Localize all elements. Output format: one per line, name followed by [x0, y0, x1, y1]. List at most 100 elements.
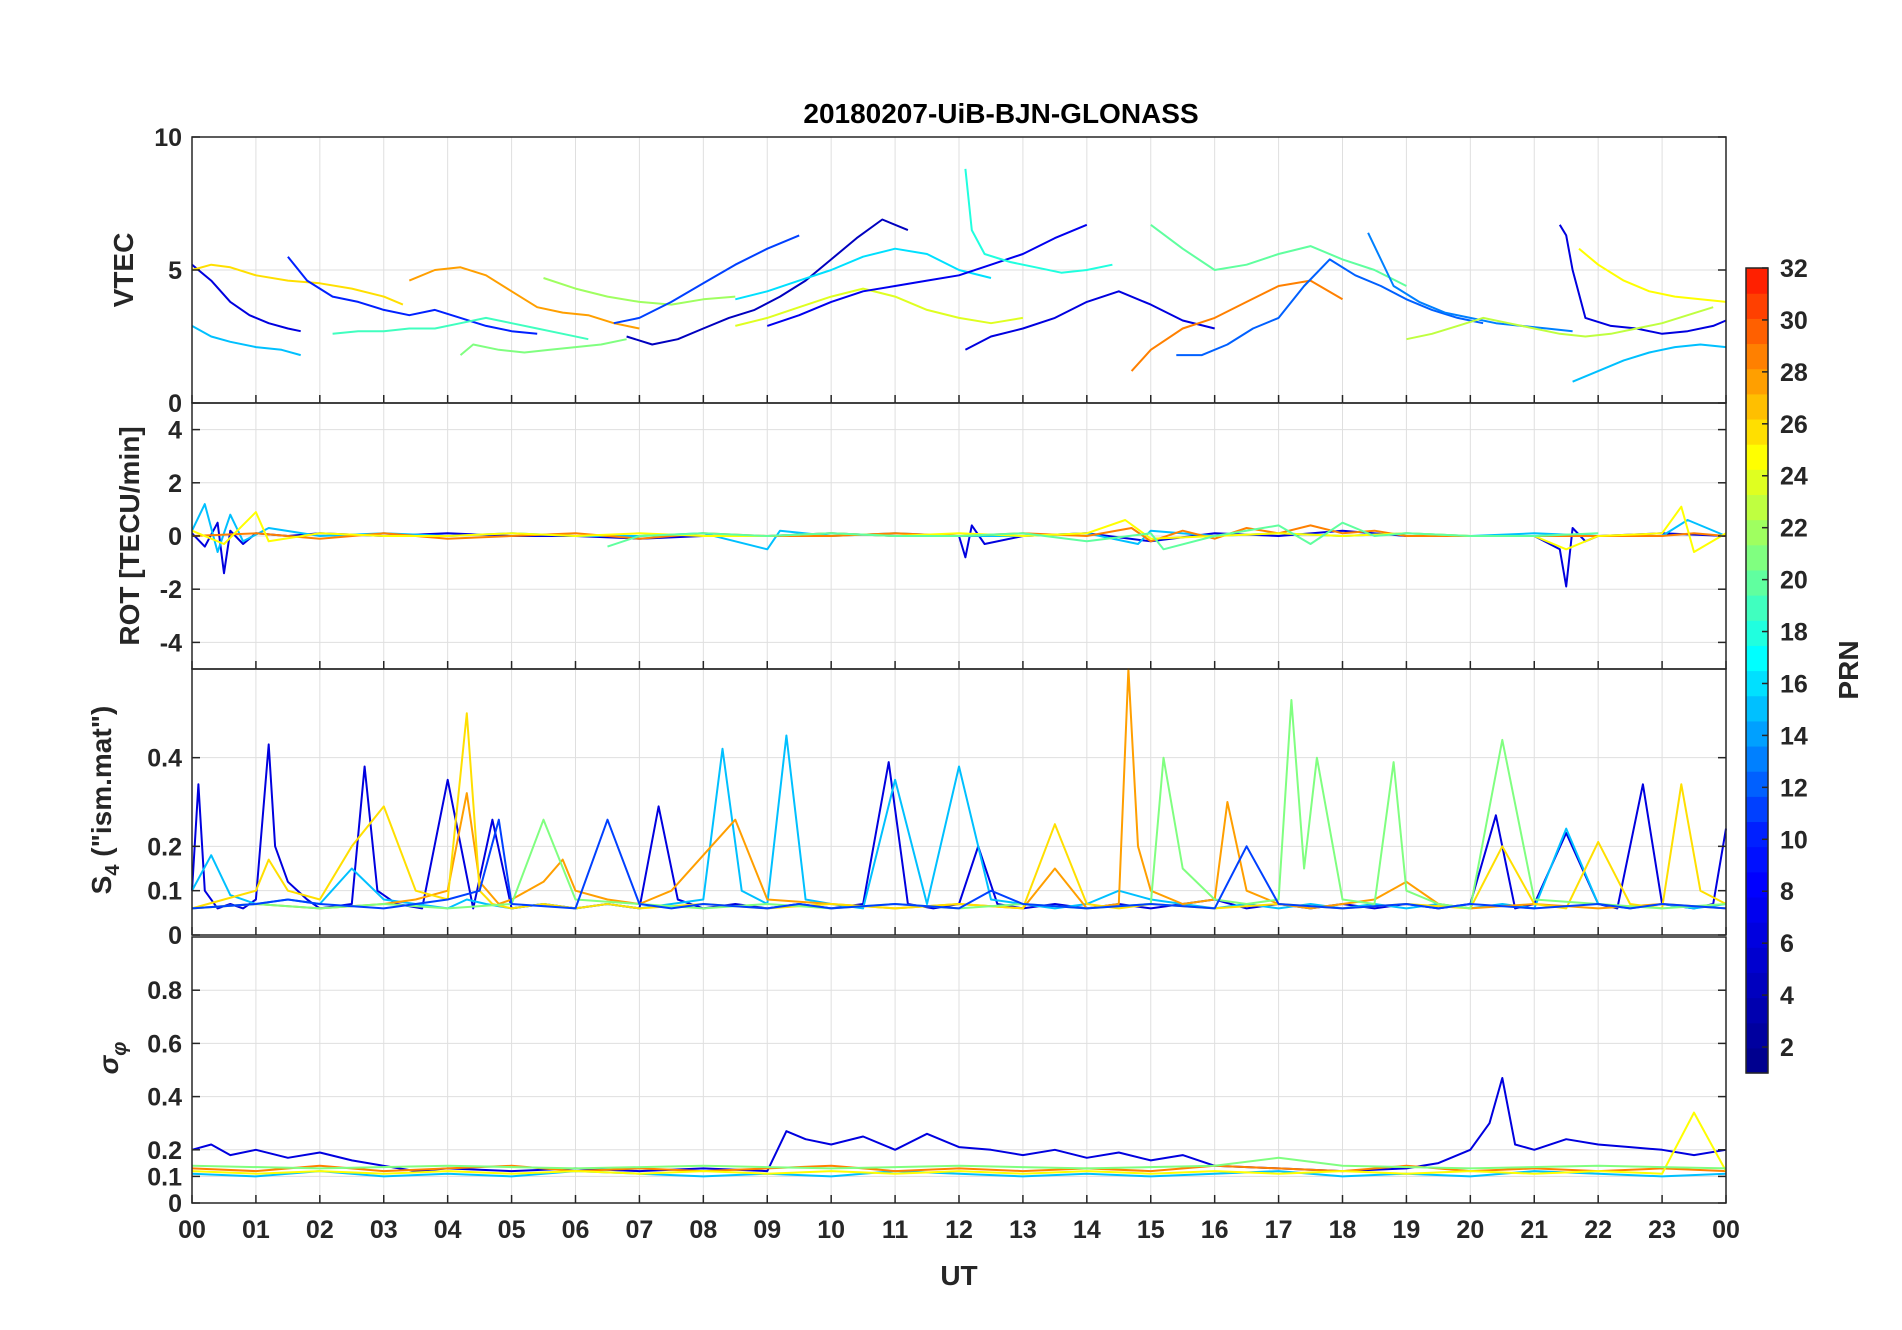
vtec-ylabel: VTEC [108, 233, 139, 308]
colorbar-segment [1746, 418, 1768, 445]
colorbar-tick-label: 20 [1780, 567, 1808, 595]
x-tick-label: 09 [753, 1216, 781, 1244]
sigma-phi-y-tick-label: 0.6 [147, 1030, 182, 1058]
rot-y-tick-label: -2 [160, 576, 182, 604]
colorbar-segment [1746, 368, 1768, 395]
colorbar-segment [1746, 997, 1768, 1024]
vtec-series-line [543, 277, 736, 306]
sigma-phi-ylabel-main: σ [93, 1054, 124, 1074]
colorbar-tick-label: 26 [1780, 411, 1808, 439]
colorbar-segment [1746, 896, 1768, 923]
colorbar-tick-label: 14 [1780, 722, 1808, 750]
s4-series-line [191, 818, 1727, 910]
x-tick-label: 08 [689, 1216, 717, 1244]
rot-series-line [191, 505, 1727, 553]
rot-y-tick-label: 0 [168, 523, 182, 551]
sigma-phi-series-line [191, 1170, 1727, 1178]
vtec-series-line [191, 325, 301, 357]
colorbar-segments [1746, 268, 1768, 1074]
sigma-phi-y-ticks: 00.10.2 0.4 0.6 0.8 [147, 977, 1727, 1218]
x-tick-label: 14 [1073, 1216, 1101, 1244]
colorbar-tick-label: 24 [1780, 463, 1808, 491]
x-tick-label: 00 [1712, 1216, 1740, 1244]
colorbar-tick-label: 22 [1780, 515, 1808, 543]
x-tick-label: 22 [1584, 1216, 1612, 1244]
vtec-series-line [1558, 224, 1727, 335]
s4-series-line [191, 699, 1727, 910]
colorbar-tick-label: 12 [1780, 774, 1808, 802]
colorbar-segment [1746, 695, 1768, 722]
s4-y-tick-label: 0.2 [147, 833, 182, 861]
colorbar-segment [1746, 846, 1768, 873]
vtec-series-line [735, 287, 1024, 327]
vtec-series-line [332, 316, 589, 341]
s4-panel: 0 0.1 0.2 0.4 S4 ("ism.mat") [86, 668, 1727, 950]
x-tick-label: 01 [242, 1216, 270, 1244]
x-tick-label: 07 [626, 1216, 654, 1244]
s4-ylabel-rest: ("ism.mat") [86, 706, 117, 865]
colorbar-tick-label: 6 [1780, 930, 1794, 958]
vtec-series-line [459, 338, 627, 356]
colorbar-segment [1746, 1022, 1768, 1049]
sigma-phi-y-tick-label: 0.1 [147, 1163, 182, 1191]
x-tick-label: 04 [434, 1216, 462, 1244]
x-tick-label: 00 [178, 1216, 206, 1244]
x-tick-label: 02 [306, 1216, 334, 1244]
vtec-series-line [1406, 306, 1714, 341]
rot-grid [192, 403, 1726, 669]
colorbar-segment [1746, 544, 1768, 571]
x-axis-label: UT [940, 1260, 977, 1291]
colorbar-segment [1746, 569, 1768, 596]
vtec-y-tick-label: 0 [168, 390, 182, 418]
sigma-phi-series-line [191, 1111, 1727, 1175]
colorbar-segment [1746, 494, 1768, 521]
colorbar-segment [1746, 720, 1768, 747]
s4-ylabel-sub: 4 [102, 864, 124, 876]
colorbar-label: PRN [1833, 640, 1864, 699]
x-tick-label: 17 [1265, 1216, 1293, 1244]
x-tick-label: 10 [817, 1216, 845, 1244]
x-tick-label: 05 [498, 1216, 526, 1244]
colorbar-segment [1746, 1047, 1768, 1074]
vtec-series-line [1572, 343, 1727, 383]
colorbar-segment [1746, 318, 1768, 345]
sigma-phi-y-tick-label: 0.8 [147, 977, 182, 1005]
vtec-series-line [1578, 247, 1727, 303]
vtec-series-line [964, 168, 1113, 274]
colorbar-segment [1746, 771, 1768, 797]
rot-y-tick-label: 4 [168, 417, 182, 445]
vtec-panel: 0 5 10 VTEC [108, 124, 1727, 418]
rot-y-tick-label: 2 [168, 470, 182, 498]
s4-y-tick-label: 0.1 [147, 878, 182, 906]
sigma-phi-y-tick-label: 0.4 [147, 1084, 182, 1112]
rot-ylabel: ROT [TECU/min] [114, 426, 145, 645]
colorbar-tick-label: 32 [1780, 255, 1808, 283]
sigma-phi-ylabel-sub: φ [109, 1042, 131, 1056]
vtec-series-line [1367, 232, 1573, 333]
sigma-phi-axes-frame [191, 936, 1727, 1204]
x-tick-label: 16 [1201, 1216, 1229, 1244]
s4-y-tick-label: 0 [168, 922, 182, 950]
x-tick-labels: 00 01 02 03 04 05 06 07 08 09 10 11 12 13 14 15 16 17 18 19… [178, 1216, 1740, 1244]
colorbar-segment [1746, 821, 1768, 848]
vtec-series-line [766, 223, 1088, 327]
vtec-series-line [964, 290, 1215, 351]
sigma-phi-series [191, 1077, 1727, 1178]
colorbar-segment [1746, 871, 1768, 898]
s4-ylabel: S4 ("ism.mat") [86, 706, 124, 895]
x-tick-label: 06 [562, 1216, 590, 1244]
sigma-phi-y-tick-label: 0 [168, 1190, 182, 1218]
colorbar-segment [1746, 922, 1768, 948]
colorbar-frame [1745, 267, 1769, 1074]
colorbar-segment [1746, 796, 1768, 823]
rot-series-line [607, 521, 1599, 551]
colorbar-segment [1746, 645, 1768, 672]
vtec-series-line [287, 256, 538, 335]
vtec-y-tick-label: 5 [168, 257, 182, 285]
x-tick-label: 11 [882, 1216, 909, 1244]
colorbar-segment [1746, 293, 1768, 319]
rot-series [191, 503, 1727, 588]
